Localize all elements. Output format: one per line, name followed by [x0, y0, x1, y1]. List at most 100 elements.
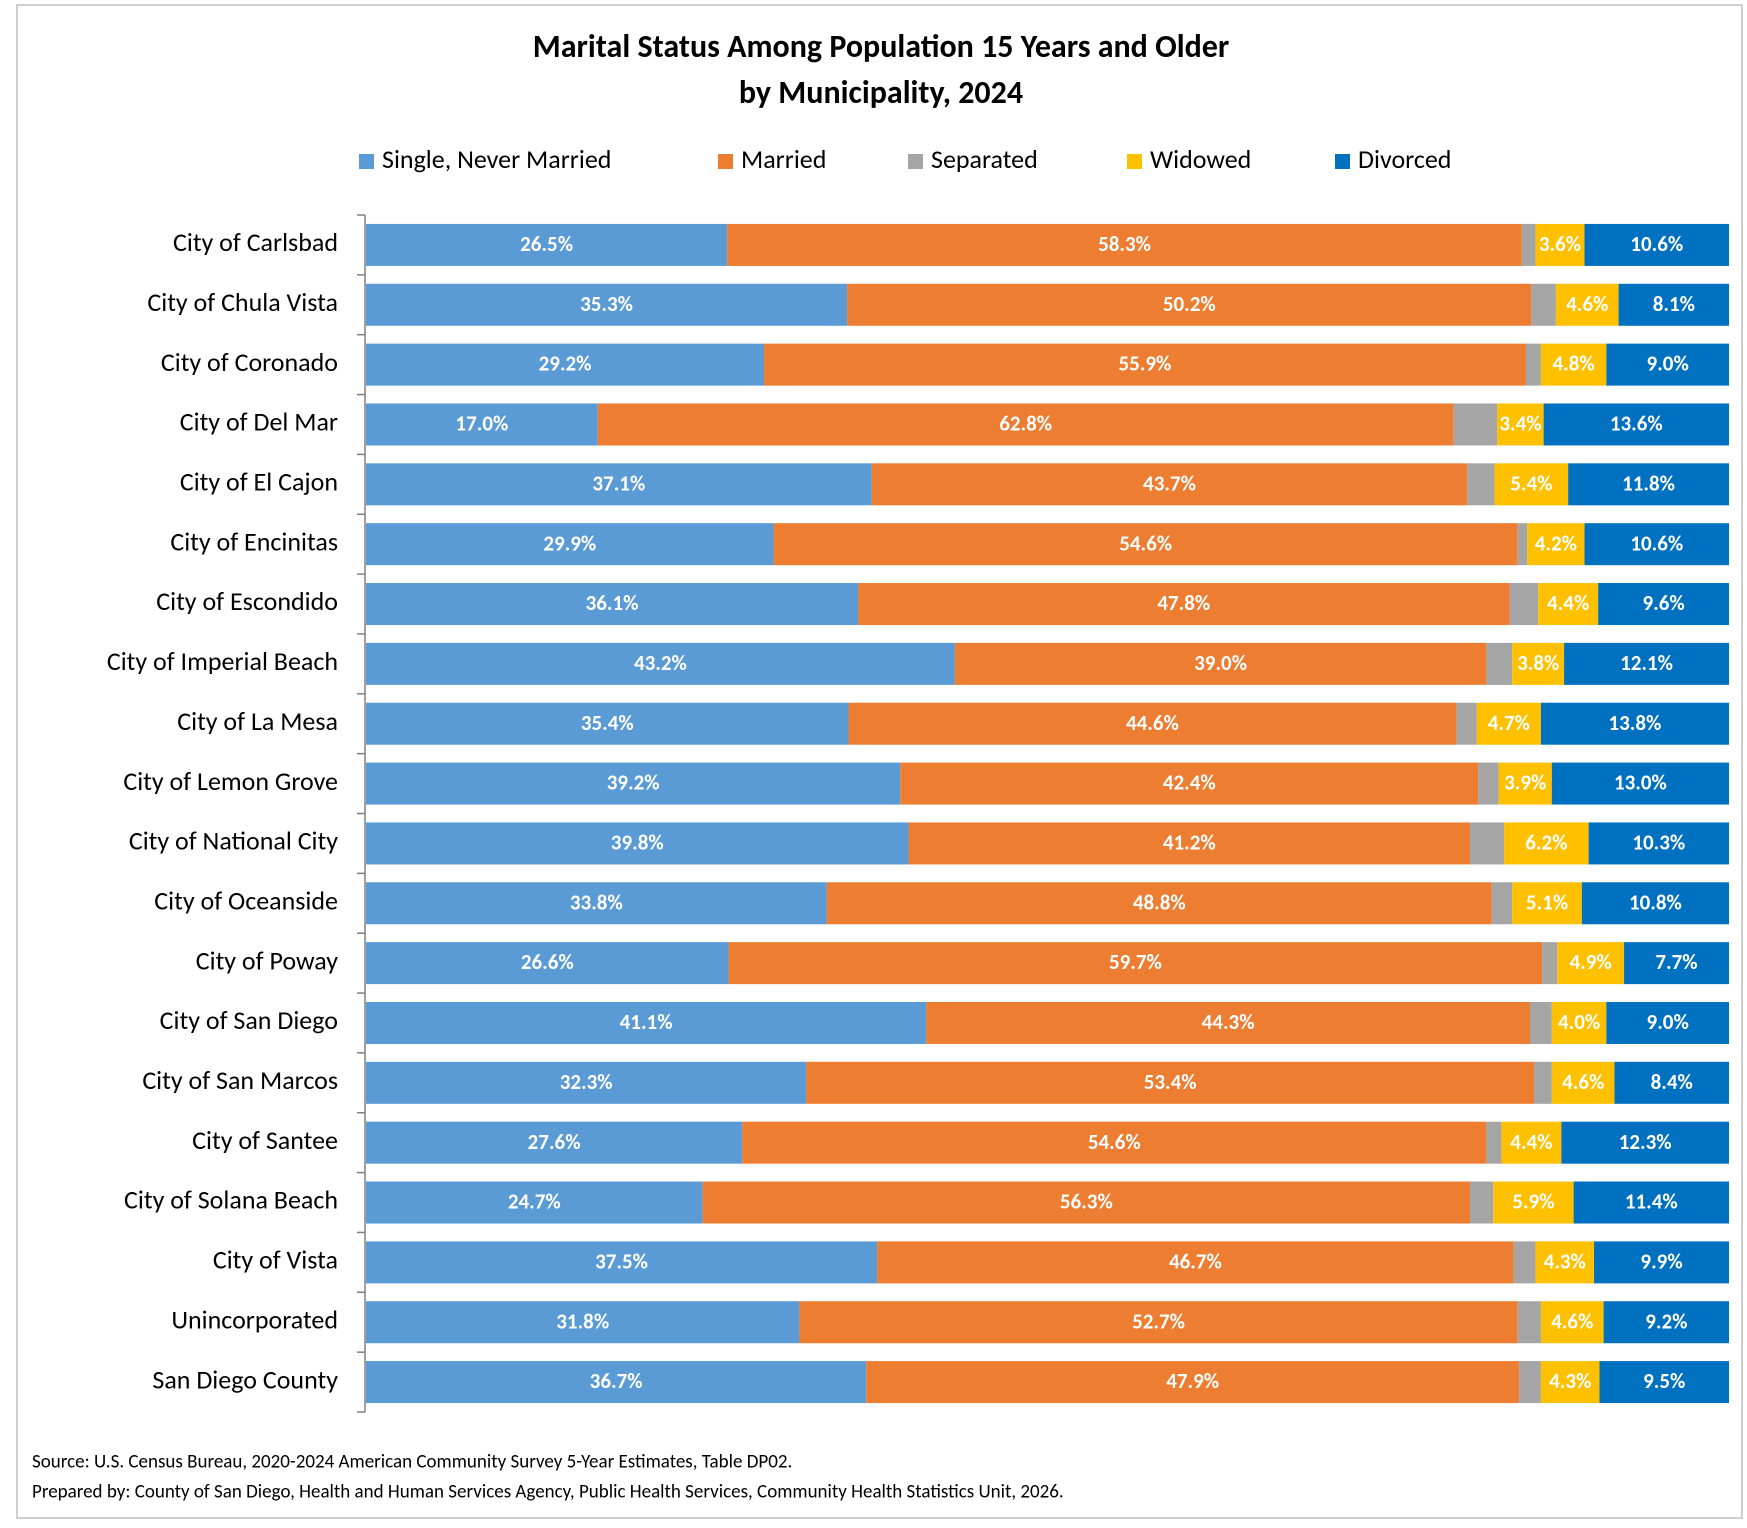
category-label: City of Poway [196, 944, 338, 976]
bar-segment [1535, 223, 1585, 266]
bar-segment [1603, 1301, 1729, 1344]
data-label: 41.1% [620, 1009, 673, 1035]
data-label: 48.8% [1133, 889, 1186, 915]
bar-segment [1501, 1121, 1562, 1164]
legend-swatch [1127, 154, 1142, 169]
bar-segment [366, 1061, 807, 1104]
bar-segment [773, 523, 1518, 566]
data-label: 24.7% [508, 1189, 561, 1215]
data-label: 4.3% [1549, 1368, 1591, 1394]
bar-segment [742, 1121, 1487, 1164]
category-label: City of National City [129, 825, 338, 857]
bar-segment [1456, 702, 1477, 745]
data-label: 32.3% [560, 1069, 613, 1095]
chart-title: Marital Status Among Population 15 Years… [533, 27, 1229, 66]
data-label: 11.4% [1625, 1189, 1678, 1215]
data-label: 3.8% [1517, 650, 1559, 676]
data-label: 4.7% [1488, 710, 1530, 736]
data-label: 12.3% [1619, 1129, 1672, 1155]
bar-segment [1540, 1301, 1604, 1344]
bar-segment [1486, 1121, 1502, 1164]
data-label: 27.6% [528, 1129, 581, 1155]
data-label: 36.7% [590, 1368, 643, 1394]
bar-segment [366, 523, 774, 566]
data-label: 4.0% [1558, 1009, 1600, 1035]
data-label: 6.2% [1525, 830, 1567, 856]
bar-segment [702, 1181, 1471, 1224]
data-label: 37.5% [595, 1248, 648, 1274]
bar-segment [1498, 762, 1552, 805]
data-label: 44.3% [1202, 1009, 1255, 1035]
data-label: 4.3% [1544, 1248, 1586, 1274]
bar-segment [847, 283, 1532, 326]
data-label: 4.6% [1551, 1308, 1593, 1334]
data-label: 3.4% [1499, 411, 1541, 437]
bar-segment [1540, 1361, 1600, 1404]
data-label: 5.9% [1512, 1189, 1554, 1215]
bar-segment [1531, 283, 1556, 326]
data-label: 10.6% [1630, 530, 1683, 556]
bar-segment [871, 463, 1468, 506]
data-label: 33.8% [570, 889, 623, 915]
bar-segment [366, 822, 909, 865]
legend-label: Widowed [1150, 143, 1251, 175]
bar-segment [1527, 523, 1585, 566]
data-label: 39.2% [607, 770, 660, 796]
bar-segment [954, 642, 1487, 685]
category-label: City of Escondido [156, 585, 338, 617]
data-label: 31.8% [556, 1308, 609, 1334]
data-label: 10.8% [1629, 889, 1682, 915]
data-label: 52.7% [1132, 1308, 1185, 1334]
bar-segment [1519, 1361, 1541, 1404]
bar-segment [866, 1361, 1520, 1404]
data-label: 56.3% [1060, 1189, 1113, 1215]
bar-segment [366, 642, 955, 685]
bar-segment [1470, 1181, 1494, 1224]
bar-segment [1561, 1121, 1729, 1164]
legend-swatch [718, 154, 733, 169]
data-label: 59.7% [1109, 949, 1162, 975]
bar-segment [1497, 403, 1544, 446]
bar-segment [366, 762, 901, 805]
bar-segment [1551, 1001, 1607, 1044]
bar-segment [1614, 1061, 1729, 1104]
data-label: 62.8% [999, 411, 1052, 437]
category-label: City of Lemon Grove [123, 765, 338, 797]
bar-segment [366, 583, 859, 626]
data-label: 10.6% [1630, 231, 1683, 257]
data-label: 13.8% [1609, 710, 1662, 736]
bar-segment [1599, 1361, 1729, 1404]
data-label: 4.4% [1547, 590, 1589, 616]
bar-segment [366, 1181, 703, 1224]
data-label: 47.8% [1157, 590, 1210, 616]
data-label: 35.4% [581, 710, 634, 736]
bar-segment [1521, 223, 1536, 266]
bar-segment [1606, 343, 1729, 386]
category-label: Unincorporated [171, 1303, 338, 1335]
data-label: 4.8% [1553, 351, 1595, 377]
data-label: 26.6% [521, 949, 574, 975]
data-label: 43.2% [634, 650, 687, 676]
bar-segment [1564, 642, 1729, 685]
data-label: 55.9% [1119, 351, 1172, 377]
bar-segment [1618, 283, 1729, 326]
bar-segment [1509, 583, 1539, 626]
data-label: 13.0% [1614, 770, 1667, 796]
bar-segment [1540, 702, 1729, 745]
bar-segment [1584, 523, 1729, 566]
bar-segment [877, 1241, 1514, 1284]
data-label: 3.6% [1539, 231, 1581, 257]
bar-segment [1530, 1001, 1552, 1044]
bar-segment [1470, 822, 1505, 865]
data-label: 12.1% [1620, 650, 1673, 676]
bar-segment [1557, 942, 1625, 985]
bar-segment [366, 1301, 800, 1344]
category-label: City of Coronado [161, 346, 338, 378]
bar-segment [366, 403, 598, 446]
legend-swatch [1335, 154, 1350, 169]
bar-segment [366, 1241, 878, 1284]
category-label: City of Vista [213, 1244, 338, 1276]
category-label: City of San Diego [160, 1004, 338, 1036]
bar-segment [848, 702, 1457, 745]
legend-label: Married [741, 143, 826, 175]
